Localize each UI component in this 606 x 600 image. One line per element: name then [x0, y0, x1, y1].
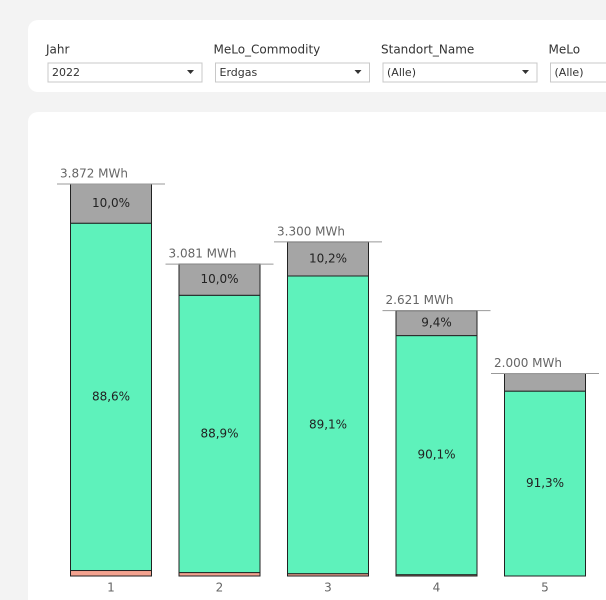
segment-label: 91,3%	[526, 476, 564, 490]
segment-label: 10,0%	[200, 272, 238, 286]
bar-segment	[178, 294, 261, 574]
segment-label: 10,0%	[92, 196, 130, 210]
segment-label: 90,1%	[417, 448, 455, 462]
bar-segment	[178, 572, 261, 577]
x-tick-label: 4	[433, 581, 441, 595]
dropdown-value: 2022	[52, 66, 80, 79]
dropdown-arrow	[522, 70, 529, 74]
segment-label: 10,2%	[309, 251, 347, 265]
bar-segment	[178, 263, 261, 296]
filter-label: MeLo_Commodity	[214, 43, 321, 57]
bar-segment	[504, 373, 586, 392]
filter-bar: Jahr 2022 MeLo_Commodity Erdgas Standort_Nam…	[45, 43, 606, 83]
segment-label: 88,6%	[92, 389, 130, 403]
segment-label: 88,9%	[200, 426, 238, 440]
dropdown-value: (Alle)	[387, 66, 416, 79]
segment-label: 9,4%	[421, 316, 452, 330]
total-label: 2.621 MWh	[386, 293, 454, 307]
bar-segment	[395, 335, 478, 576]
dropdown-arrow	[187, 70, 194, 74]
filter-dropdown[interactable]: (Alle)	[382, 62, 538, 83]
filter-label: Jahr	[45, 43, 69, 57]
dropdown-box	[382, 62, 538, 83]
total-label: 3.081 MWh	[169, 247, 237, 261]
dropdown-box	[550, 62, 606, 83]
x-tick-label: 5	[541, 581, 549, 595]
bar-segment	[504, 390, 586, 577]
filter-label: MeLo	[549, 43, 581, 57]
filter-dropdown[interactable]: 2022	[47, 62, 203, 83]
segment-label: 89,1%	[309, 417, 347, 431]
total-label: 2.000 MWh	[494, 356, 562, 370]
dropdown-arrow	[354, 70, 362, 74]
total-label: 3.872 MWh	[60, 167, 128, 181]
bar-segment	[287, 275, 369, 575]
x-tick-label: 2	[216, 581, 224, 595]
total-label: 3.300 MWh	[277, 224, 345, 238]
x-tick-label: 3	[324, 581, 332, 595]
bar-segment	[70, 183, 152, 224]
bar-segment	[287, 241, 369, 277]
dropdown-value: (Alle)	[555, 66, 584, 79]
dropdown-value: Erdgas	[220, 66, 258, 79]
filter-label: Standort_Name	[381, 43, 474, 57]
dropdown-box	[47, 62, 203, 83]
bar-segment	[70, 222, 152, 572]
bar-segment	[70, 570, 152, 577]
filter-dropdown[interactable]: (Alle)	[550, 62, 606, 83]
filter-dropdown[interactable]: Erdgas	[215, 62, 370, 83]
dropdown-box	[215, 62, 370, 83]
chart: 88,6% 10,0% 3.872 MWh 1 88,9% 10,0% 3.081 MWh 2…	[57, 167, 599, 595]
x-tick-label: 1	[107, 581, 115, 595]
